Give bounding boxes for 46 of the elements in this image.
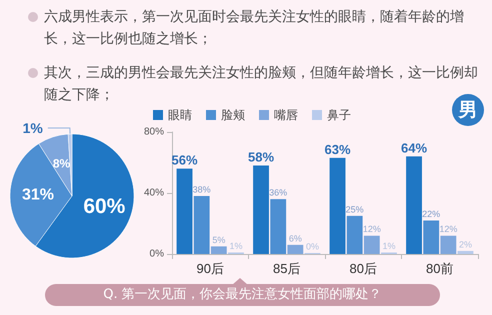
data-label: 1% xyxy=(22,120,44,136)
x-tick-label: 90后 xyxy=(196,261,224,276)
data-label: 38% xyxy=(192,184,211,195)
data-label: 58% xyxy=(248,150,274,165)
y-tick-label: 0% xyxy=(150,248,164,260)
data-label: 5% xyxy=(212,234,226,245)
y-tick-label: 40% xyxy=(144,188,164,198)
x-tick-label: 80后 xyxy=(350,261,377,276)
data-label: 6% xyxy=(288,233,302,244)
legend-label: 嘴唇 xyxy=(274,108,298,122)
bar xyxy=(330,158,346,254)
data-label: 12% xyxy=(439,224,458,234)
bar xyxy=(346,216,363,254)
data-label: 25% xyxy=(346,204,364,214)
y-tick-label: 80% xyxy=(144,126,164,138)
text: 男 xyxy=(452,94,484,126)
legend-label: 脸颊 xyxy=(221,108,245,122)
bar xyxy=(253,166,269,254)
x-tick-label: 80前 xyxy=(426,261,454,276)
bar xyxy=(423,220,440,254)
text: Q. 第一次见面，你会最先注意女性面部的哪处？ xyxy=(45,284,440,306)
data-label: 12% xyxy=(362,224,381,234)
data-label: 36% xyxy=(269,188,288,198)
bar xyxy=(270,199,286,254)
text: 六成男性表示，第一次见面时会最先关注女性的眼睛，随着年龄的增长，这一比例也随之增长； xyxy=(43,8,465,49)
legend-label: 眼睛 xyxy=(168,108,192,122)
data-label: 64% xyxy=(401,140,428,156)
data-label: 2% xyxy=(458,239,472,250)
data-label: 63% xyxy=(324,142,351,157)
data-label: 60% xyxy=(83,195,126,218)
bar xyxy=(210,246,227,254)
legend-label: 鼻子 xyxy=(327,108,351,122)
bar xyxy=(458,250,474,254)
bar xyxy=(364,236,380,254)
data-label: 1% xyxy=(382,240,396,251)
data-label: 22% xyxy=(422,208,440,219)
x-tick-label: 85后 xyxy=(273,261,300,276)
bar xyxy=(176,168,192,254)
bar xyxy=(194,196,210,254)
data-label: 1% xyxy=(229,240,242,251)
bar xyxy=(440,236,456,254)
data-label: 0% xyxy=(306,242,319,252)
data-label: 56% xyxy=(172,152,198,168)
bar xyxy=(287,244,304,254)
data-label: 31% xyxy=(22,186,54,204)
bar xyxy=(406,156,422,254)
